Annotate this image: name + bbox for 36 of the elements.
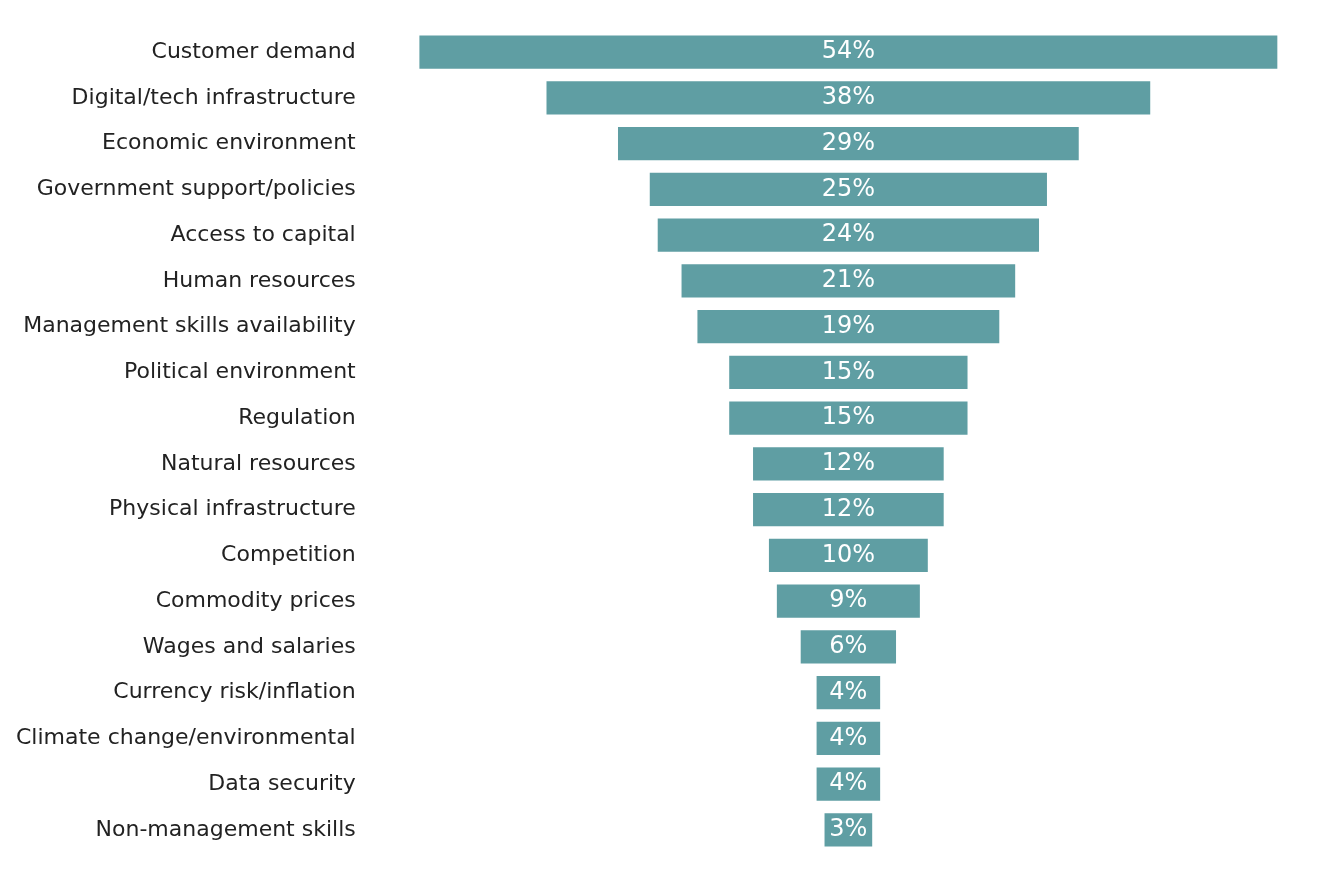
category-label: Currency risk/inflation xyxy=(113,678,356,704)
data-label: 15% xyxy=(821,402,876,431)
data-label: 25% xyxy=(821,173,876,202)
category-label: Human resources xyxy=(162,266,356,292)
category-label: Government support/policies xyxy=(36,175,356,201)
data-label: 4% xyxy=(829,722,868,751)
category-label: Wages and salaries xyxy=(142,632,356,658)
category-label: Economic environment xyxy=(102,129,357,155)
category-label: Competition xyxy=(221,541,356,567)
data-label: 21% xyxy=(821,265,876,294)
data-label: 12% xyxy=(821,448,876,477)
data-label: 19% xyxy=(821,310,876,339)
category-label: Access to capital xyxy=(170,220,356,246)
category-label: Data security xyxy=(208,769,356,795)
category-label: Physical infrastructure xyxy=(109,495,356,521)
data-label: 24% xyxy=(821,219,876,248)
category-label: Customer demand xyxy=(151,37,356,63)
data-label: 38% xyxy=(821,82,876,111)
data-label: 6% xyxy=(829,631,868,660)
data-label: 54% xyxy=(821,36,876,65)
data-label: 3% xyxy=(829,814,868,843)
data-label: 15% xyxy=(821,356,876,385)
category-label: Climate change/environmental xyxy=(16,724,356,750)
data-label: 12% xyxy=(821,493,876,522)
data-label: 9% xyxy=(829,585,868,614)
category-label: Commodity prices xyxy=(155,586,356,612)
category-label: Political environment xyxy=(124,358,357,384)
category-label: Natural resources xyxy=(160,449,356,475)
category-label: Non-management skills xyxy=(95,815,356,841)
data-label: 10% xyxy=(821,539,876,568)
data-label: 29% xyxy=(821,127,876,156)
category-label: Regulation xyxy=(238,403,356,429)
category-label: Digital/tech infrastructure xyxy=(71,83,356,109)
data-label: 4% xyxy=(829,676,868,705)
category-label: Management skills availability xyxy=(23,312,356,338)
data-label: 4% xyxy=(829,768,868,797)
